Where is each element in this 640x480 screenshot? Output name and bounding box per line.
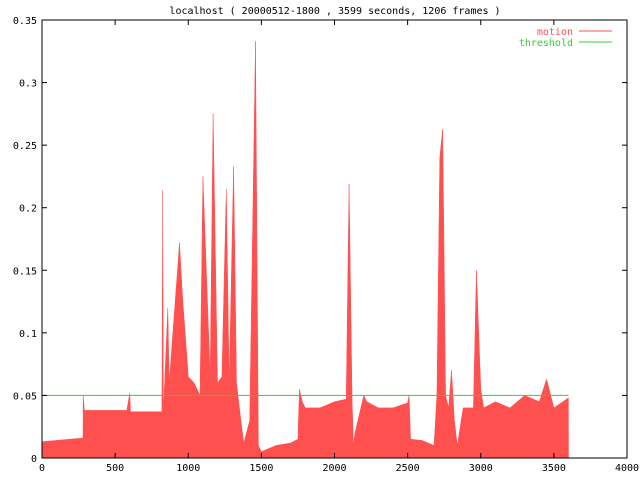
series-motion-area [41,41,569,459]
series-layer [41,41,569,459]
axes-layer: 0 500 1000 1500 2000 2500 3000 3500 4000 0 0.05 0.1… [13,16,639,474]
y-tick-label: 0.25 [13,141,37,152]
y-tick-label: 0.35 [13,16,37,27]
y-tick-label: 0 [31,454,37,465]
x-tick-label: 1000 [176,463,200,474]
legend-label-threshold: threshold [519,38,573,49]
y-tick-label: 0.3 [19,79,37,90]
y-tick-label: 0.1 [19,329,37,340]
legend-label-motion: motion [537,27,573,38]
x-tick-label: 4000 [615,463,639,474]
y-tick-label: 0.2 [19,204,37,215]
chart-title: localhost ( 20000512-1800 , 3599 seconds… [169,6,500,17]
x-tick-label: 0 [39,463,45,474]
x-tick-label: 3500 [542,463,566,474]
x-tick-label: 500 [106,463,124,474]
x-tick-label: 1500 [249,463,273,474]
x-tick-label: 2000 [322,463,346,474]
x-tick-label: 2500 [396,463,420,474]
x-tick-label: 3000 [469,463,493,474]
y-tick-label: 0.05 [13,391,37,402]
plot-frame [41,19,628,459]
y-tick-label: 0.15 [13,266,37,277]
